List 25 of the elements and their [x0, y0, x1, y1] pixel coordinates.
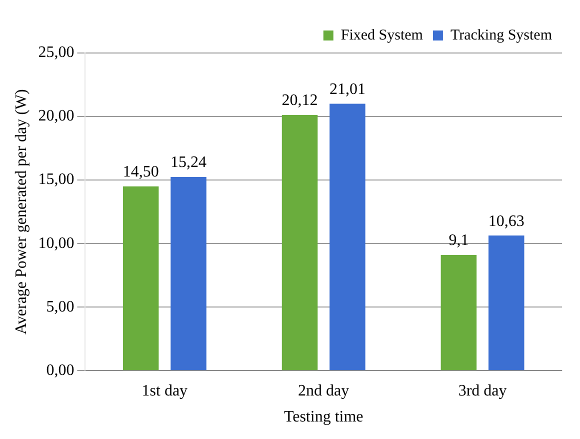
- y-tick-label: 25,00: [38, 44, 74, 62]
- data-label: 9,1: [448, 232, 469, 250]
- bar: [170, 176, 206, 370]
- x-tick-label: 3rd day: [458, 382, 507, 400]
- x-axis-title: Testing time: [284, 408, 364, 426]
- data-label: 20,12: [282, 92, 318, 110]
- y-tick-label: 15,00: [38, 171, 74, 188]
- bar: [282, 114, 318, 370]
- bar: [330, 104, 366, 370]
- data-label: 15,24: [170, 154, 207, 172]
- y-tick-label: 10,00: [38, 234, 74, 252]
- y-tick-label: 20,00: [38, 108, 74, 125]
- y-axis-title: Average Power generated per day (W): [12, 89, 30, 334]
- legend-label: Fixed System: [340, 27, 424, 44]
- data-label: 14,50: [122, 164, 159, 181]
- bar: [122, 186, 159, 370]
- x-tick-label: 1st day: [142, 382, 188, 400]
- y-tick-label: 0,00: [46, 362, 74, 379]
- y-tick-label: 5,00: [46, 298, 74, 316]
- legend-label: Tracking System: [450, 27, 552, 44]
- bar: [488, 236, 524, 370]
- bar: [440, 254, 477, 370]
- data-label: 21,01: [329, 80, 366, 98]
- x-tick-label: 2nd day: [298, 382, 350, 400]
- data-label: 10,63: [488, 212, 524, 230]
